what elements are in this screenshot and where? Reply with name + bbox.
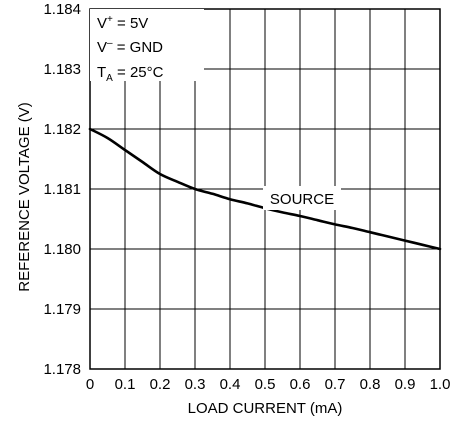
x-tick-label: 0.9 (395, 376, 416, 393)
ambient-temperature-label: TA = 25°C (97, 64, 164, 84)
x-tick-label: 0.3 (185, 376, 206, 393)
conditions-box-mask (90, 9, 204, 81)
y-tick-label: 1.184 (43, 1, 81, 18)
x-tick-label: 0 (86, 376, 94, 393)
x-tick-label: 0.7 (325, 376, 346, 393)
series-label-mask (263, 186, 341, 210)
y-axis-title: REFERENCE VOLTAGE (V) (16, 102, 33, 291)
y-tick-label: 1.178 (43, 361, 81, 378)
x-tick-label: 0.8 (360, 376, 381, 393)
plot-border (89, 8, 441, 370)
x-tick-label: 0.6 (290, 376, 311, 393)
x-tick-label: 0.2 (150, 376, 171, 393)
series-label-source: SOURCE (270, 191, 334, 208)
y-tick-label: 1.180 (43, 241, 81, 258)
x-tick-label: 0.5 (255, 376, 276, 393)
x-tick-label: 1.0 (430, 376, 451, 393)
x-axis-title: LOAD CURRENT (mA) (188, 400, 343, 417)
supply-negative-label: V– = GND (97, 38, 163, 56)
y-tick-label: 1.181 (43, 181, 81, 198)
x-tick-label: 0.4 (220, 376, 241, 393)
y-tick-label: 1.183 (43, 61, 81, 78)
y-tick-label: 1.182 (43, 121, 81, 138)
supply-positive-label: V+ = 5V (97, 14, 148, 32)
tick-labels: 0 0.1 0.2 0.3 0.4 0.5 0.6 0.7 0.8 0.9 1.0 1.178 1.17… (43, 1, 450, 393)
x-tick-label: 0.1 (115, 376, 136, 393)
y-tick-label: 1.179 (43, 301, 81, 318)
plot-frame (89, 8, 441, 370)
